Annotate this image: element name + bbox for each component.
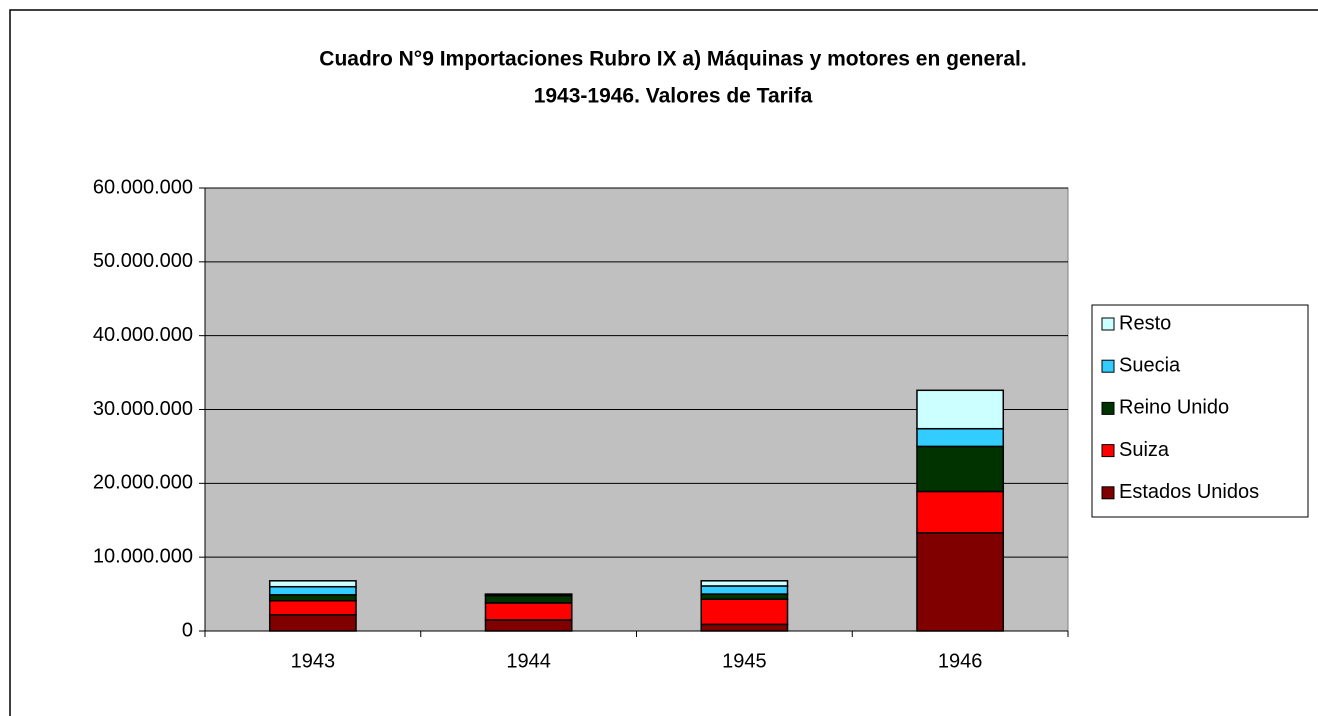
y-tick-label: 50.000.000 [93,250,193,272]
y-tick-label: 20.000.000 [93,472,193,494]
bar-segment [916,389,1005,430]
y-tick-label: 60.000.000 [93,176,193,198]
legend-swatch [1101,486,1115,500]
bar-segment [484,594,573,604]
legend-swatch [1101,317,1115,331]
bar-segment [268,580,357,588]
x-tick-label: 1944 [506,650,551,672]
legend-swatch [1101,359,1115,373]
bar-segment [484,593,573,596]
bar-segment [700,585,789,595]
y-tick-label: 40.000.000 [93,324,193,346]
bar-segment [700,623,789,632]
bar-segment [700,593,789,601]
bar-segment [700,598,789,626]
legend-label: Resto [1119,312,1171,334]
bar-segment [916,532,1005,632]
bar-segment [916,445,1005,493]
bar-segment [484,619,573,632]
y-tick-label: 0 [182,619,193,641]
bar-segment [268,599,357,616]
legend-label: Reino Unido [1119,397,1229,419]
legend-swatch [1101,444,1115,458]
legend-swatch [1101,401,1115,415]
x-tick-label: 1943 [291,650,336,672]
bar-segment [268,614,357,632]
legend-label: Suiza [1119,439,1170,461]
chart-title: Cuadro N°9 Importaciones Rubro IX a) Máq… [319,48,1026,71]
bar-segment [484,602,573,621]
bar-segment [268,594,357,602]
legend-label: Suecia [1119,354,1181,376]
bar-segment [268,585,357,596]
legend-label: Estados Unidos [1119,481,1259,503]
bar-segment [916,427,1005,448]
chart-title: 1943-1946. Valores de Tarifa [534,85,813,108]
bar-segment [700,580,789,587]
legend-box [1091,304,1309,518]
x-tick-label: 1945 [722,650,767,672]
x-tick-label: 1946 [938,650,983,672]
y-tick-label: 30.000.000 [93,398,193,420]
y-tick-label: 10.000.000 [93,545,193,567]
bar-segment [916,490,1005,534]
